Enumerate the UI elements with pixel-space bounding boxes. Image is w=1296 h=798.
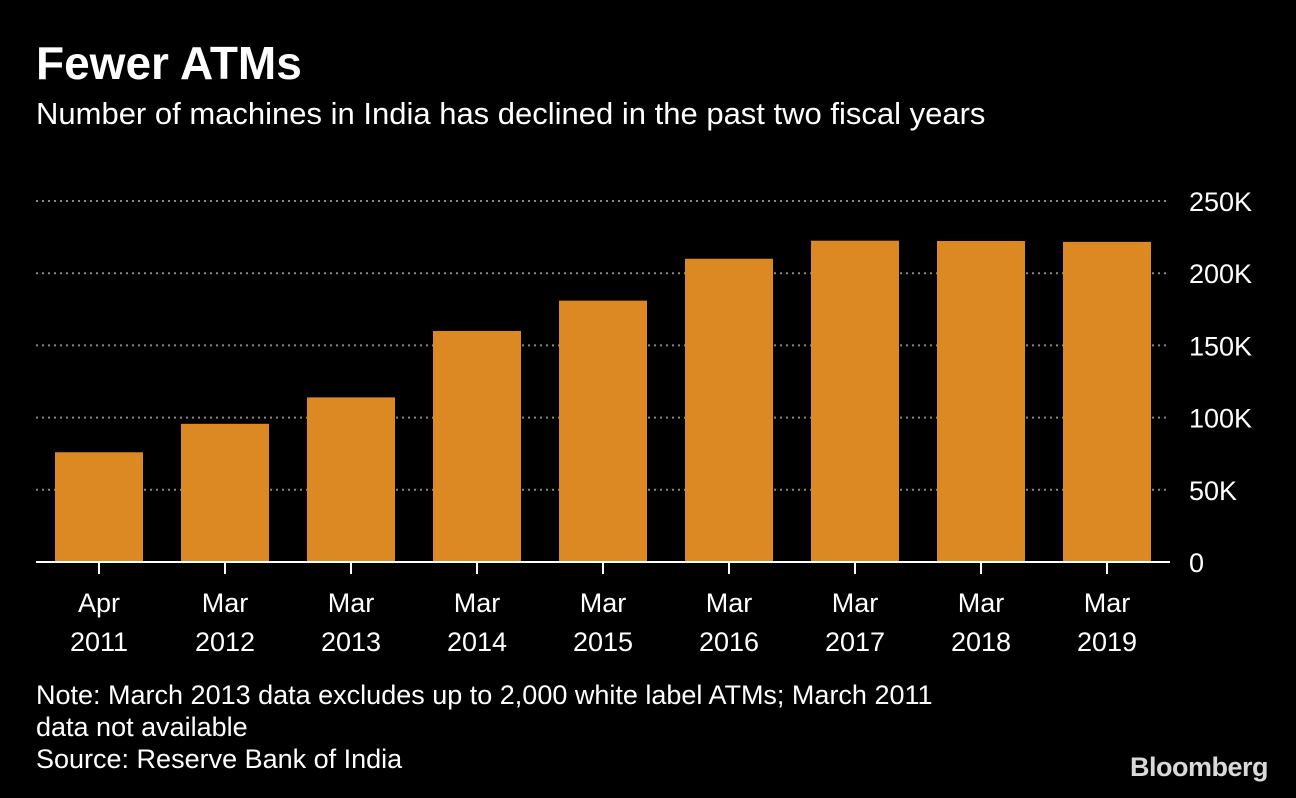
chart-subtitle: Number of machines in India has declined… [36, 96, 986, 131]
y-tick-label: 150K [1189, 331, 1252, 361]
y-tick-label: 250K [1189, 187, 1252, 217]
x-tick-label-year: 2016 [699, 627, 759, 657]
bar [811, 240, 899, 562]
x-tick-label-month: Mar [328, 588, 375, 618]
x-tick-label-year: 2019 [1077, 627, 1137, 657]
source-line: Source: Reserve Bank of India [36, 744, 403, 774]
bar [307, 397, 395, 562]
x-tick-label-year: 2015 [573, 627, 633, 657]
bar [433, 330, 521, 562]
bar [55, 452, 143, 562]
x-tick-label-year: 2011 [70, 627, 128, 657]
x-tick-label-month: Mar [706, 588, 753, 618]
bar [181, 423, 269, 562]
x-tick-label-year: 2013 [321, 627, 381, 657]
bar [685, 258, 773, 562]
y-tick-label: 100K [1189, 404, 1252, 434]
x-tick-label-year: 2012 [195, 627, 255, 657]
x-tick-label-month: Apr [78, 588, 120, 618]
x-tick-label-month: Mar [580, 588, 627, 618]
x-tick-label-year: 2018 [951, 627, 1011, 657]
x-tick-label-month: Mar [958, 588, 1005, 618]
note-line-2: data not available [36, 712, 248, 742]
bar [1063, 241, 1151, 562]
x-tick-label-month: Mar [454, 588, 501, 618]
x-tick-label-year: 2017 [825, 627, 885, 657]
x-tick-label-year: 2014 [447, 627, 507, 657]
bar [937, 240, 1025, 562]
bloomberg-logo: Bloomberg [1129, 752, 1269, 782]
note-line-1: Note: March 2013 data excludes up to 2,0… [36, 680, 933, 710]
chart-notes: Note: March 2013 data excludes up to 2,0… [36, 679, 933, 775]
chart-title: Fewer ATMs [36, 37, 302, 89]
y-tick-label: 0 [1189, 548, 1204, 578]
bar [559, 300, 647, 562]
x-tick-label-month: Mar [202, 588, 249, 618]
y-tick-label: 50K [1189, 476, 1237, 506]
y-tick-label: 200K [1189, 259, 1252, 289]
bar-chart: 0 50K 100K 150K 200K 250K Apr 2011 Mar 2012 Mar 201… [36, 187, 1252, 657]
x-tick-label-month: Mar [832, 588, 879, 618]
x-tick-label-month: Mar [1084, 588, 1131, 618]
